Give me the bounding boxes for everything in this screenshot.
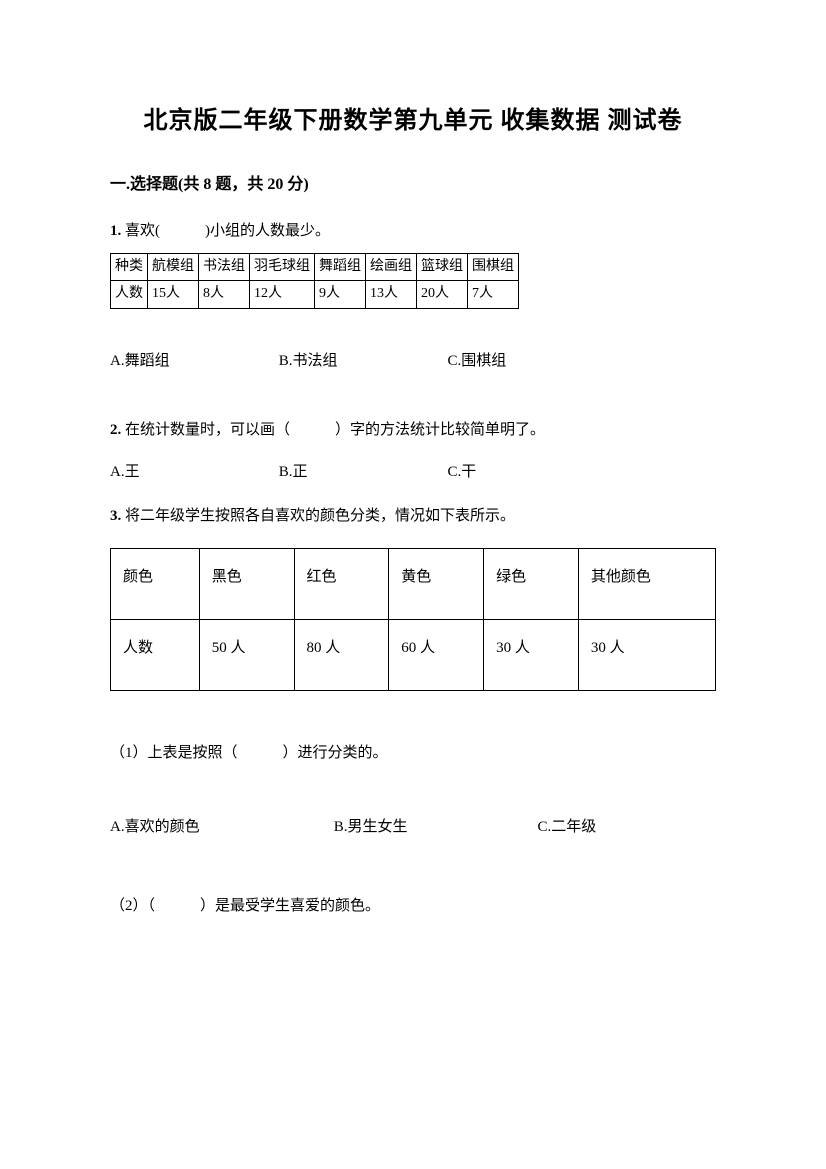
- q3-text: 3. 将二年级学生按照各自喜欢的颜色分类，情况如下表所示。: [110, 504, 716, 528]
- option-c: C.二年级: [538, 815, 597, 839]
- table-cell: 航模组: [148, 254, 199, 281]
- q2-text: 2. 在统计数量时，可以画（ ）字的方法统计比较简单明了。: [110, 418, 716, 442]
- table-row: 人数 50 人 80 人 60 人 30 人 30 人: [111, 619, 716, 690]
- table-cell: 围棋组: [468, 254, 519, 281]
- table-cell: 30 人: [484, 619, 579, 690]
- q3-prefix: 3.: [110, 508, 121, 524]
- table-row: 人数 15人 8人 12人 9人 13人 20人 7人: [111, 281, 519, 308]
- table-cell: 13人: [366, 281, 417, 308]
- table-cell: 红色: [294, 548, 389, 619]
- table-cell: 书法组: [199, 254, 250, 281]
- option-c: C.围棋组: [448, 349, 507, 373]
- table-cell: 60 人: [389, 619, 484, 690]
- option-c: C.干: [448, 460, 477, 484]
- question-2: 2. 在统计数量时，可以画（ ）字的方法统计比较简单明了。 A.王 B.正 C.…: [110, 418, 716, 484]
- table-cell: 80 人: [294, 619, 389, 690]
- option-a: A.王: [110, 460, 275, 484]
- option-b: B.男生女生: [334, 815, 534, 839]
- table-cell: 8人: [199, 281, 250, 308]
- table-row: 颜色 黑色 红色 黄色 绿色 其他颜色: [111, 548, 716, 619]
- option-b: B.书法组: [279, 349, 444, 373]
- table-cell: 其他颜色: [578, 548, 715, 619]
- q3-sub1-options: A.喜欢的颜色 B.男生女生 C.二年级: [110, 815, 716, 839]
- table-cell: 15人: [148, 281, 199, 308]
- table-cell: 种类: [111, 254, 148, 281]
- table-row: 种类 航模组 书法组 羽毛球组 舞蹈组 绘画组 篮球组 围棋组: [111, 254, 519, 281]
- q2-options: A.王 B.正 C.干: [110, 460, 716, 484]
- table-cell: 黄色: [389, 548, 484, 619]
- option-b: B.正: [279, 460, 444, 484]
- q2-body: 在统计数量时，可以画（ ）字的方法统计比较简单明了。: [125, 422, 545, 438]
- question-3: 3. 将二年级学生按照各自喜欢的颜色分类，情况如下表所示。 颜色 黑色 红色 黄…: [110, 504, 716, 918]
- q3-body: 将二年级学生按照各自喜欢的颜色分类，情况如下表所示。: [125, 508, 515, 524]
- page-title: 北京版二年级下册数学第九单元 收集数据 测试卷: [110, 100, 716, 135]
- table-cell: 羽毛球组: [250, 254, 315, 281]
- table-cell: 绿色: [484, 548, 579, 619]
- q1-text: 1. 喜欢( )小组的人数最少。: [110, 219, 716, 243]
- table-cell: 颜色: [111, 548, 200, 619]
- q3-sub2-text: （2）（ ）是最受学生喜爱的颜色。: [110, 894, 716, 918]
- table-cell: 人数: [111, 281, 148, 308]
- q1-body: 喜欢( )小组的人数最少。: [125, 223, 330, 239]
- question-1: 1. 喜欢( )小组的人数最少。 种类 航模组 书法组 羽毛球组 舞蹈组 绘画组…: [110, 219, 716, 373]
- q2-prefix: 2.: [110, 422, 121, 438]
- table-cell: 9人: [315, 281, 366, 308]
- option-a: A.舞蹈组: [110, 349, 275, 373]
- table-cell: 黑色: [199, 548, 294, 619]
- table-cell: 20人: [417, 281, 468, 308]
- option-a: A.喜欢的颜色: [110, 815, 330, 839]
- q3-sub1-text: （1）上表是按照（ ）进行分类的。: [110, 741, 716, 765]
- table-cell: 人数: [111, 619, 200, 690]
- q1-prefix: 1.: [110, 223, 121, 239]
- table-cell: 12人: [250, 281, 315, 308]
- table-cell: 7人: [468, 281, 519, 308]
- q3-table: 颜色 黑色 红色 黄色 绿色 其他颜色 人数 50 人 80 人 60 人 30…: [110, 548, 716, 691]
- table-cell: 30 人: [578, 619, 715, 690]
- table-cell: 舞蹈组: [315, 254, 366, 281]
- table-cell: 篮球组: [417, 254, 468, 281]
- q1-table: 种类 航模组 书法组 羽毛球组 舞蹈组 绘画组 篮球组 围棋组 人数 15人 8…: [110, 253, 519, 309]
- table-cell: 绘画组: [366, 254, 417, 281]
- section-header: 一.选择题(共 8 题，共 20 分): [110, 170, 716, 194]
- q1-options: A.舞蹈组 B.书法组 C.围棋组: [110, 349, 716, 373]
- table-cell: 50 人: [199, 619, 294, 690]
